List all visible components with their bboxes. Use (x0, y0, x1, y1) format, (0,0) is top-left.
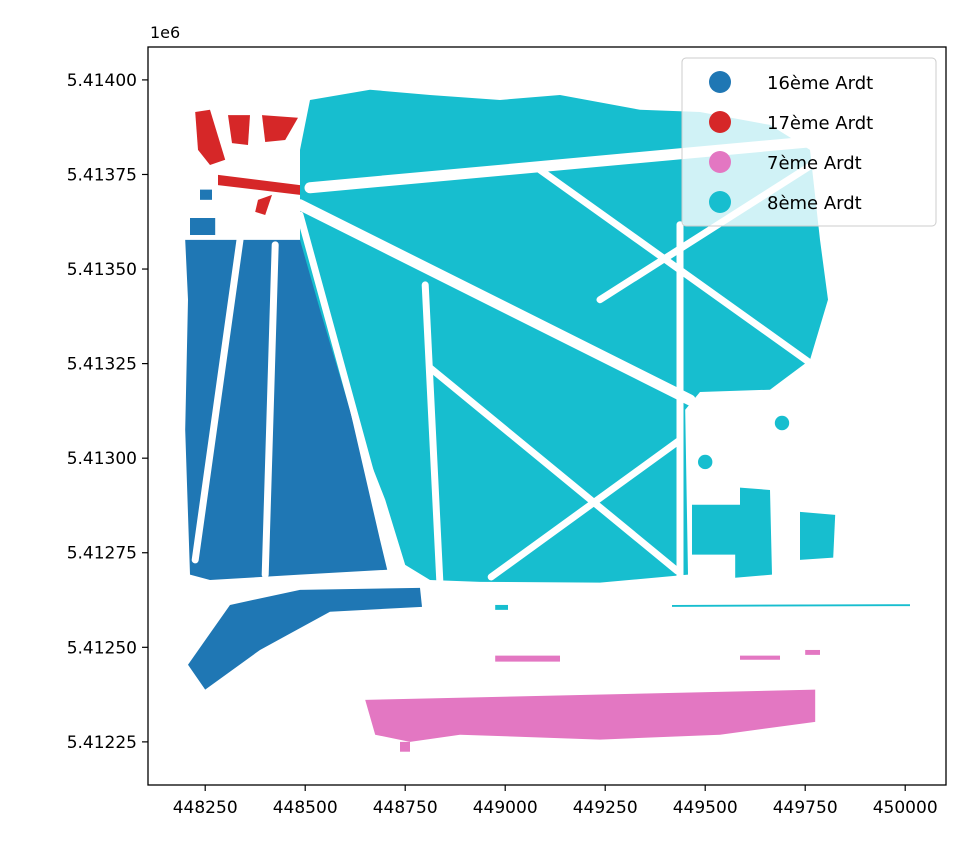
building-block (672, 604, 910, 607)
street-gap (261, 241, 279, 579)
legend-marker (709, 191, 731, 213)
district-3 (365, 649, 820, 752)
legend: 16ème Ardt 17ème Ardt 7ème Ardt 8ème Ardt (681, 57, 937, 227)
building-block (495, 655, 560, 662)
streets (191, 134, 836, 589)
legend-label: 16ème Ardt (767, 73, 873, 94)
legend-marker (709, 111, 731, 133)
legend-label: 8ème Ardt (767, 193, 862, 214)
building-block (195, 109, 226, 166)
y-tick-label: 5.41250 (67, 638, 137, 658)
x-tick-label: 449250 (573, 798, 638, 818)
building-block (200, 189, 212, 200)
building-block (255, 194, 272, 215)
y-axis: 5.41400 5.41375 5.41350 5.41325 5.41300 5.412… (67, 71, 148, 753)
y-tick-label: 5.41375 (67, 165, 137, 185)
axes-frame (147, 46, 947, 786)
x-axis: 448250 448500 448750 449000 449250 449500 4497… (173, 785, 938, 818)
y-tick-label: 5.41325 (67, 355, 137, 375)
legend-marker (709, 151, 731, 173)
x-tick-label: 449500 (673, 798, 738, 818)
legend-marker (709, 71, 731, 93)
building-block (262, 115, 298, 142)
building-block (218, 174, 300, 195)
x-tick-label: 449750 (773, 798, 838, 818)
district-1 (185, 189, 422, 690)
street-gap (294, 199, 696, 406)
x-tick-label: 449000 (473, 798, 538, 818)
building-block (228, 115, 250, 145)
building-block (188, 587, 422, 690)
x-tick-label: 448250 (173, 798, 238, 818)
building-block (805, 649, 820, 655)
street-gap (296, 211, 404, 584)
building-round (774, 415, 790, 431)
legend-label: 17ème Ardt (767, 113, 873, 134)
legend-label: 7ème Ardt (767, 153, 862, 174)
building-block (740, 655, 780, 660)
y-tick-label: 5.41300 (67, 449, 137, 469)
street-gap (487, 436, 684, 581)
building-block (495, 604, 508, 610)
y-tick-label: 5.41400 (67, 71, 137, 91)
y-tick-label: 5.41350 (67, 260, 137, 280)
building-block (400, 741, 410, 752)
street-gap (426, 364, 681, 575)
street-gap (191, 236, 244, 564)
street-gap (421, 281, 444, 589)
building-block (800, 511, 836, 560)
building-block (185, 239, 388, 580)
y-tick-label: 5.41275 (67, 544, 137, 564)
street-gap (536, 166, 824, 374)
building-block (692, 487, 772, 578)
legend-box (681, 57, 937, 227)
district-2 (195, 109, 300, 215)
x-tick-label: 450000 (873, 798, 938, 818)
x-tick-label: 448750 (373, 798, 438, 818)
building-block (190, 217, 216, 235)
building-block (365, 689, 816, 742)
building-round (698, 454, 713, 470)
y-offset-label: 1e6 (150, 23, 180, 42)
y-tick-label: 5.41225 (67, 733, 137, 753)
x-tick-label: 448500 (273, 798, 338, 818)
